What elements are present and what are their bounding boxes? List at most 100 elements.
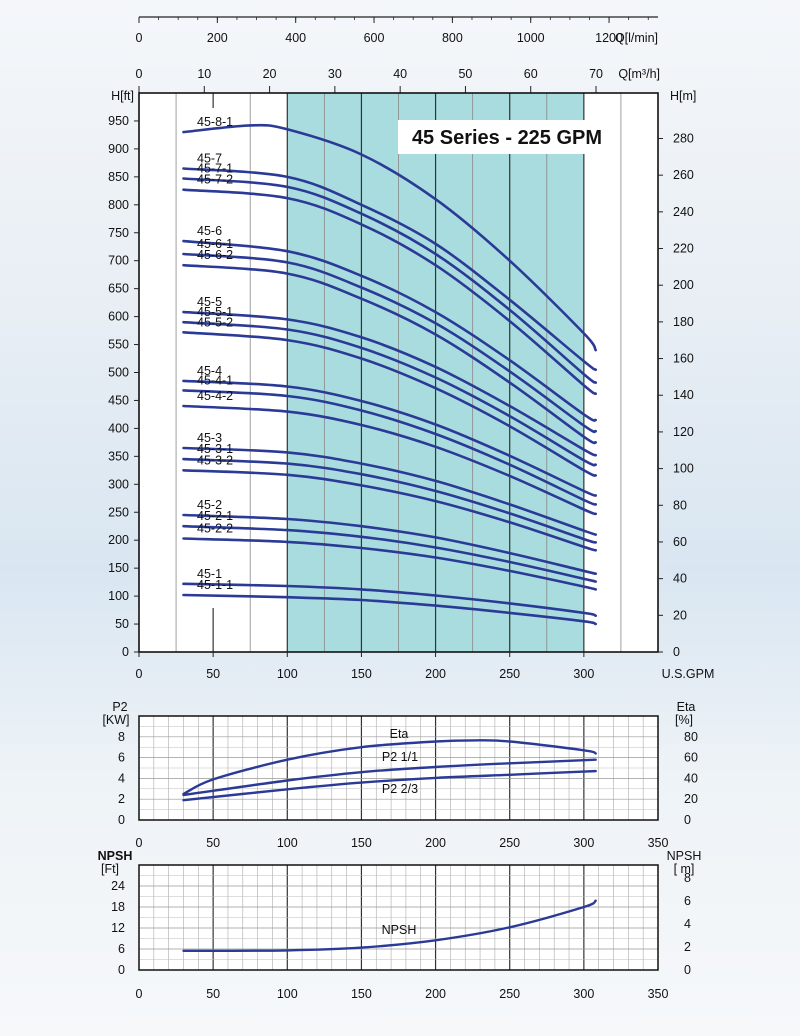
npsh-x-tick-label: 150: [351, 987, 372, 1001]
npsh-y-left-label: NPSH: [98, 849, 133, 863]
curve-45-6: [182, 239, 597, 422]
label-45-2: 45-2: [197, 498, 222, 512]
npsh-x-tick-label: 250: [499, 987, 520, 1001]
power-x-tick-label: 100: [277, 836, 298, 850]
top-axis-lmin-tick-label: 200: [207, 31, 228, 45]
y-left-tick-label: 450: [108, 393, 129, 407]
curve-45-4-1: [182, 389, 597, 506]
label-45-4: 45-4: [197, 364, 222, 378]
npsh-y-left-tick-label: 24: [111, 879, 125, 893]
y-left-tick-label: 300: [108, 477, 129, 491]
power-y-left-tick-label: 8: [118, 730, 125, 744]
label-45-2-1: 45-2-1: [197, 509, 233, 523]
label-45-5: 45-5: [197, 295, 222, 309]
x-tick-label: 100: [277, 667, 298, 681]
curve-45-2: [182, 513, 597, 575]
x-tick-label: 50: [206, 667, 220, 681]
top-axis-m3h-tick-label: 30: [328, 67, 342, 81]
power-y-label-unit: [KW]: [102, 713, 129, 727]
label-45-4-2: 45-4-2: [197, 389, 233, 403]
eta-y-right-tick-label: 80: [684, 730, 698, 744]
power-y-label-p2: P2: [112, 700, 127, 714]
top-axis-m3h-tick-label: 0: [136, 67, 143, 81]
x-tick-label: 250: [499, 667, 520, 681]
power-x-tick-label: 250: [499, 836, 520, 850]
y-left-tick-label: 350: [108, 449, 129, 463]
y-right-tick-label: 240: [673, 205, 694, 219]
top-axis-lmin-tick-label: 1000: [517, 31, 545, 45]
npsh-curve: [182, 899, 597, 952]
y-right-tick-label: 200: [673, 278, 694, 292]
p2-full-curve-label: P2 1/1: [382, 750, 418, 764]
npsh-y-right-tick-label: 8: [684, 871, 691, 885]
label-45-3-1: 45-3-1: [197, 442, 233, 456]
top-axis-m3h-tick-label: 70: [589, 67, 603, 81]
x-tick-label: 150: [351, 667, 372, 681]
y-left-tick-label: 600: [108, 310, 129, 324]
npsh-x-tick-label: 350: [648, 987, 669, 1001]
curve-45-7: [182, 167, 597, 371]
y-right-tick-label: 260: [673, 168, 694, 182]
curve-45-7-2: [182, 188, 597, 395]
npsh-x-tick-label: 100: [277, 987, 298, 1001]
power-plot-frame: [138, 715, 659, 821]
top-axis-lmin-tick-label: 600: [364, 31, 385, 45]
npsh-y-right-unit: [ m]: [674, 862, 695, 876]
top-axis-m3h-tick-label: 60: [524, 67, 538, 81]
y-right-tick-label: 100: [673, 462, 694, 476]
y-left-tick-label: 850: [108, 170, 129, 184]
npsh-y-right-tick-label: 6: [684, 894, 691, 908]
chart-title: 45 Series - 225 GPM: [412, 127, 602, 149]
eta-curve-label: Eta: [390, 727, 409, 741]
curve-45-6-2: [182, 263, 597, 445]
power-x-tick-label: 200: [425, 836, 446, 850]
y-left-tick-label: 150: [108, 561, 129, 575]
npsh-curve-label: NPSH: [382, 923, 417, 937]
y-right-tick-label: 280: [673, 131, 694, 145]
curve-45-3: [182, 446, 597, 536]
top-axis-lmin-tick-label: 0: [136, 31, 143, 45]
top-axis-m3h-tick-label: 40: [393, 67, 407, 81]
curve-45-1: [182, 582, 597, 617]
npsh-y-left-tick-label: 12: [111, 921, 125, 935]
y-left-tick-label: 650: [108, 282, 129, 296]
power-y-left-tick-label: 4: [118, 771, 125, 785]
npsh-y-right-tick-label: 2: [684, 940, 691, 954]
top-axis-lmin-tick-label: 1200: [595, 31, 623, 45]
y-left-tick-label: 700: [108, 254, 129, 268]
top-axis-lmin-label: Q[l/min]: [615, 31, 658, 45]
y-left-axis-label: H[ft]: [111, 89, 134, 103]
label-45-7-1: 45-7-1: [197, 162, 233, 176]
npsh-y-left-tick-label: 6: [118, 942, 125, 956]
chart-title-box: [398, 120, 616, 154]
top-axis-lmin-tick-label: 400: [285, 31, 306, 45]
curve-45-5: [182, 310, 597, 457]
y-left-tick-label: 950: [108, 114, 129, 128]
label-45-4-1: 45-4-1: [197, 373, 233, 387]
curve-45-8-1: [182, 123, 597, 352]
power-curve-P2-2-3: [182, 769, 597, 802]
y-left-tick-label: 0: [122, 645, 129, 659]
y-right-tick-label: 220: [673, 242, 694, 256]
y-right-axis-label: H[m]: [670, 89, 696, 103]
npsh-y-right-tick-label: 4: [684, 917, 691, 931]
y-right-tick-label: 80: [673, 498, 687, 512]
label-45-1: 45-1: [197, 567, 222, 581]
npsh-grid: [139, 865, 658, 970]
y-right-tick-label: 40: [673, 572, 687, 586]
npsh-x-tick-label: 200: [425, 987, 446, 1001]
x-tick-label: 300: [573, 667, 594, 681]
curve-45-6-1: [182, 252, 597, 434]
npsh-y-right-tick-label: 0: [684, 963, 691, 977]
eta-y-right-tick-label: 60: [684, 751, 698, 765]
y-left-tick-label: 550: [108, 338, 129, 352]
top-axis-m3h-tick-label: 10: [197, 67, 211, 81]
y-left-tick-label: 100: [108, 589, 129, 603]
eta-y-right-tick-label: 20: [684, 792, 698, 806]
p2-twothirds-curve-label: P2 2/3: [382, 782, 418, 796]
top-axis-m3h-label: Q[m³/h]: [618, 67, 660, 81]
power-y-left-tick-label: 0: [118, 813, 125, 827]
y-left-tick-label: 900: [108, 142, 129, 156]
label-45-8-1: 45-8-1: [197, 115, 233, 129]
